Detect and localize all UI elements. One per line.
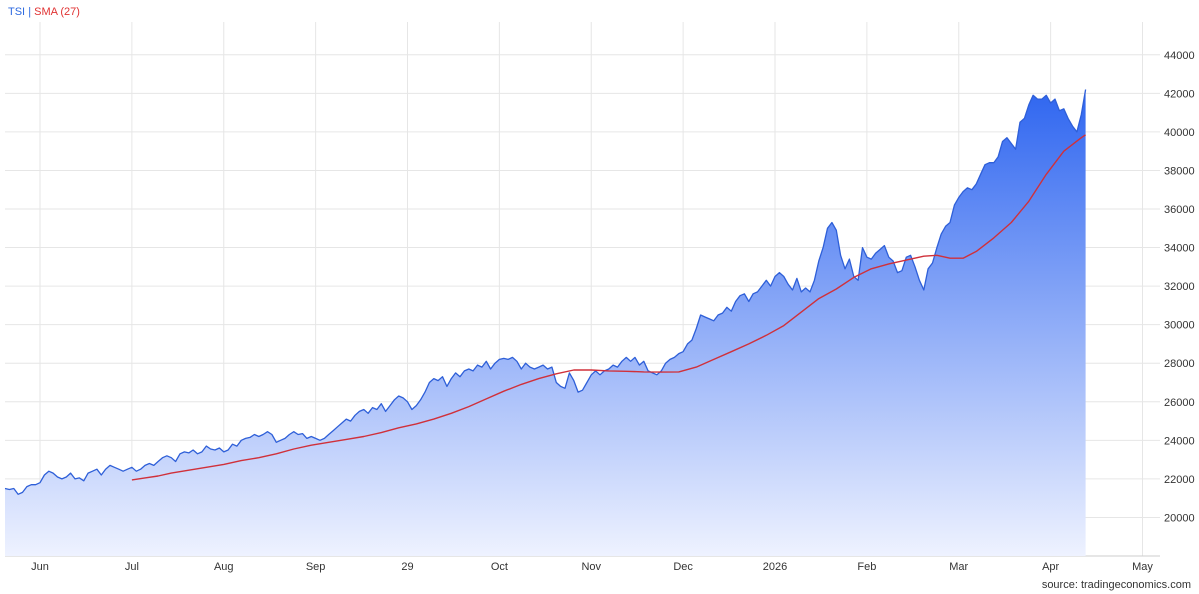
y-tick-label: 24000 (1164, 435, 1195, 447)
legend-separator: | (28, 6, 32, 18)
x-tick-label: Nov (581, 561, 601, 573)
x-tick-label: 2026 (763, 561, 787, 573)
x-tick-label: Dec (673, 561, 693, 573)
y-tick-label: 42000 (1164, 88, 1195, 100)
x-tick-label: Mar (949, 561, 968, 573)
y-tick-label: 28000 (1164, 358, 1195, 370)
y-tick-label: 30000 (1164, 320, 1195, 332)
y-tick-label: 32000 (1164, 281, 1195, 293)
x-tick-label: Aug (214, 561, 234, 573)
x-tick-label: Jul (125, 561, 139, 573)
y-tick-label: 40000 (1164, 127, 1195, 139)
y-tick-label: 20000 (1164, 512, 1195, 524)
x-tick-label: Jun (31, 561, 49, 573)
y-axis-labels: 20000 22000 24000 26000 28000 30000 32000 34000… (1164, 50, 1195, 525)
x-tick-label: 29 (401, 561, 413, 573)
x-tick-label: Feb (857, 561, 876, 573)
x-axis-labels: Jun Jul Aug Sep 29 Oct Nov Dec 2026 Feb Mar Apr May (31, 561, 1153, 573)
y-tick-label: 34000 (1164, 243, 1195, 255)
chart-legend: TSI | SMA (27) (8, 5, 80, 19)
tsi-area (5, 89, 1086, 556)
legend-sma[interactable]: SMA (27) (34, 6, 80, 18)
x-tick-label: Sep (306, 561, 326, 573)
y-tick-label: 44000 (1164, 50, 1195, 62)
x-tick-label: May (1132, 561, 1153, 573)
y-tick-label: 22000 (1164, 474, 1195, 486)
x-tick-label: Oct (491, 561, 508, 573)
y-tick-label: 38000 (1164, 165, 1195, 177)
series-lines (4, 89, 1087, 495)
x-tick-label: Apr (1042, 561, 1059, 573)
y-tick-label: 26000 (1164, 397, 1195, 409)
sma-series-line[interactable] (131, 134, 1086, 481)
source-credit[interactable]: source: tradingeconomics.com (1041, 579, 1191, 591)
tsi-area-fill (5, 89, 1086, 556)
tsi-series-line[interactable] (4, 89, 1087, 495)
legend-tsi[interactable]: TSI (8, 6, 26, 18)
y-tick-label: 36000 (1164, 204, 1195, 216)
